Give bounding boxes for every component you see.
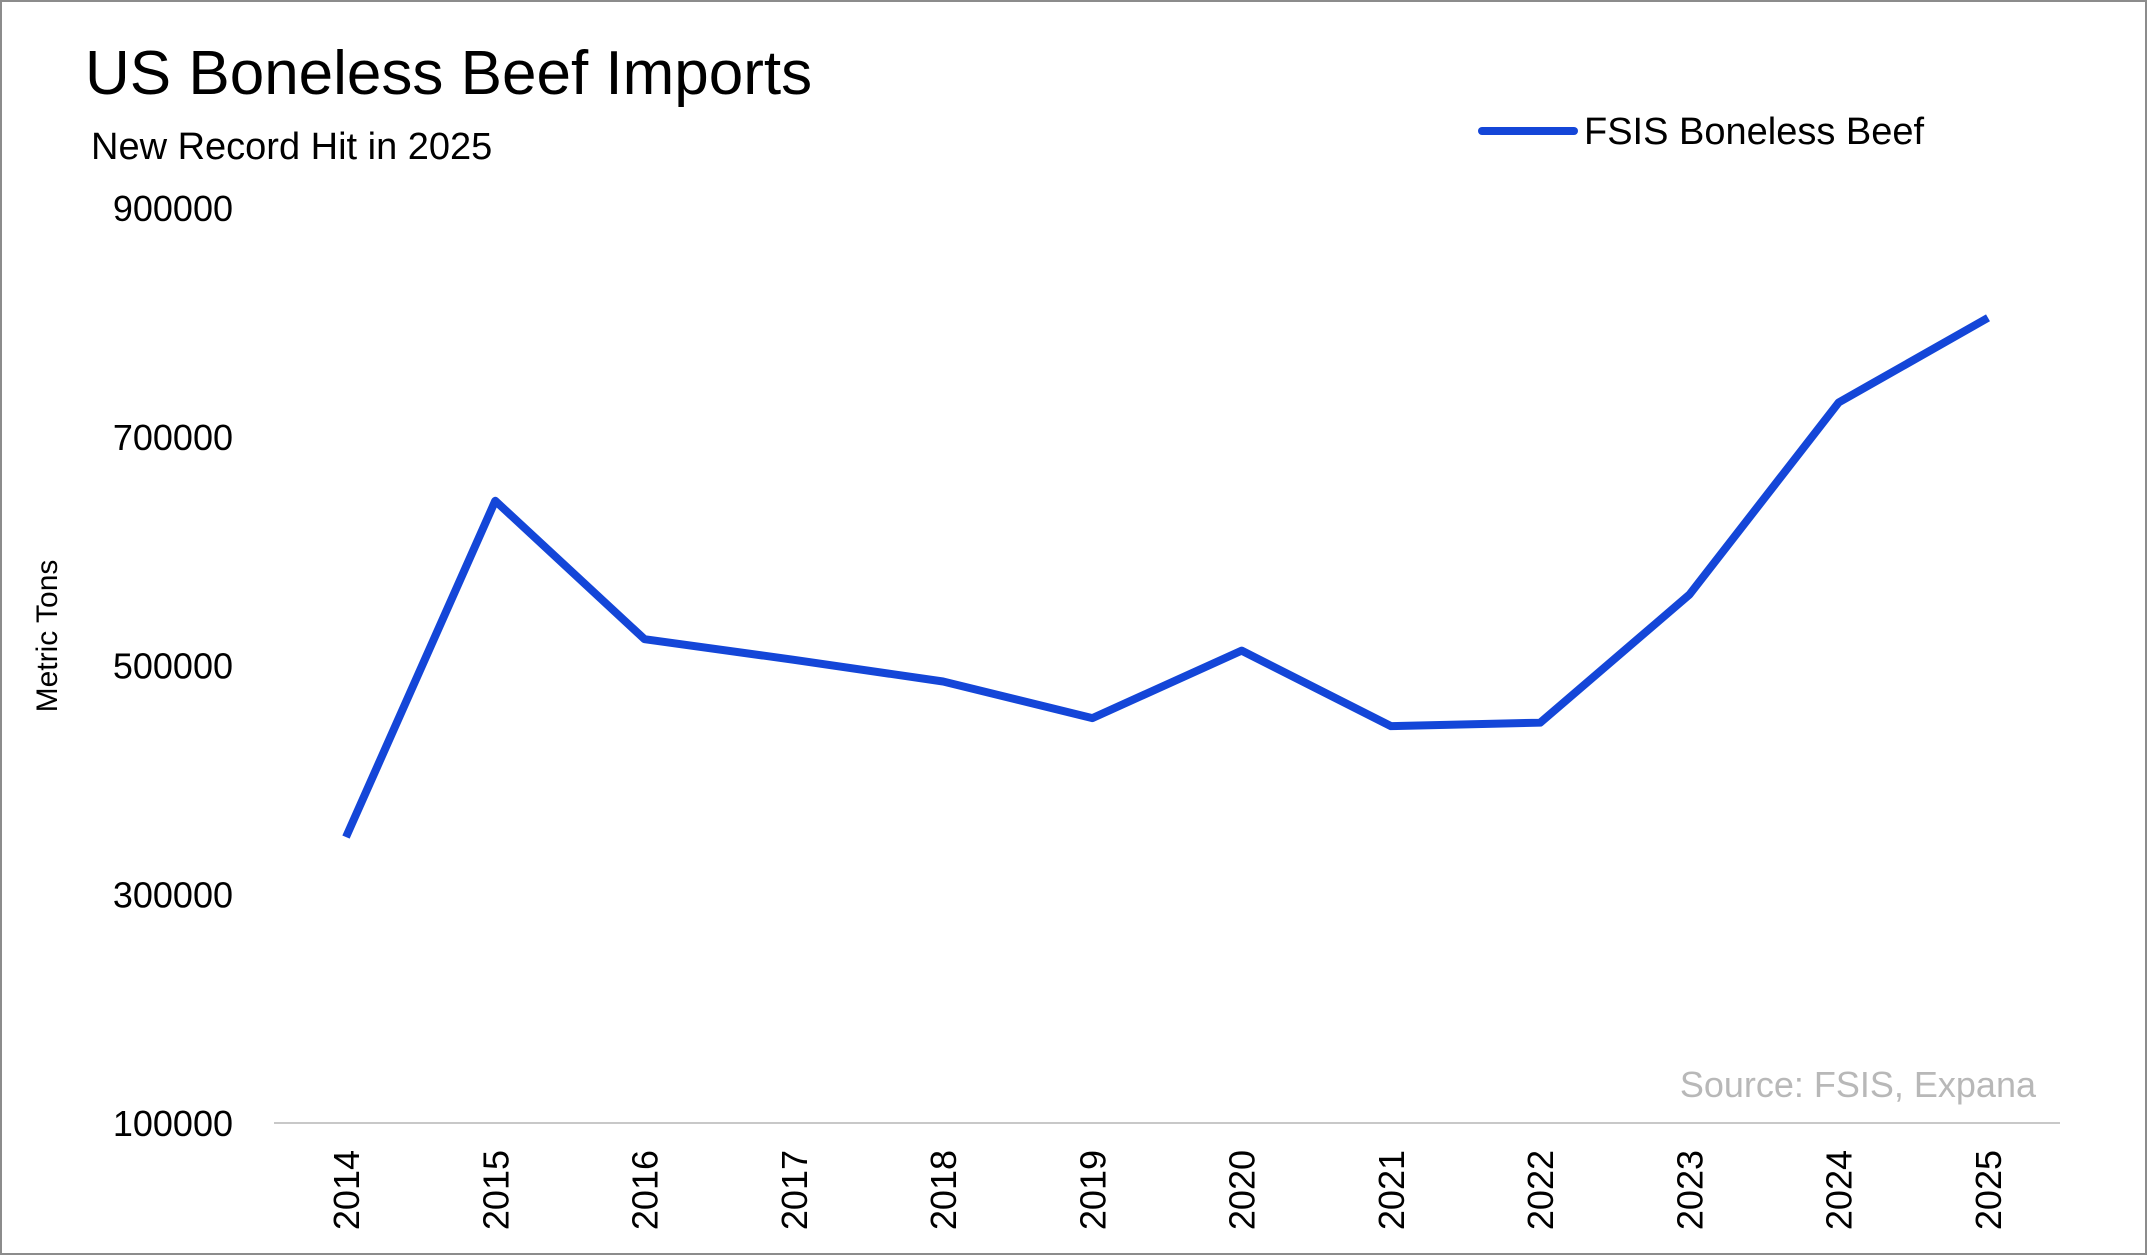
y-tick-label: 500000	[113, 646, 233, 687]
x-tick-label: 2021	[1371, 1150, 1412, 1230]
x-tick-label: 2023	[1669, 1150, 1710, 1230]
x-tick-label: 2015	[475, 1150, 516, 1230]
source-note: Source: FSIS, Expana	[1680, 1064, 2037, 1105]
x-tick-label: 2016	[625, 1150, 666, 1230]
legend: FSIS Boneless Beef	[1478, 111, 1925, 153]
y-tick-label: 900000	[113, 188, 233, 229]
chart-title: US Boneless Beef Imports	[85, 39, 812, 108]
chart-subtitle: New Record Hit in 2025	[91, 126, 492, 168]
x-tick-label: 2020	[1222, 1150, 1263, 1230]
x-tick-label: 2025	[1968, 1150, 2009, 1230]
series-line-fsis-boneless-beef	[342, 314, 1990, 839]
legend-label: FSIS Boneless Beef	[1584, 111, 1925, 153]
x-tick-label: 2024	[1819, 1150, 1860, 1230]
x-tick-label: 2017	[774, 1150, 815, 1230]
y-tick-label: 700000	[113, 417, 233, 458]
x-tick-label: 2014	[326, 1150, 367, 1230]
y-tick-label: 100000	[113, 1103, 233, 1144]
y-axis-label: Metric Tons	[31, 560, 64, 713]
x-tick-label: 2019	[1072, 1150, 1113, 1230]
y-tick-label: 300000	[113, 874, 233, 915]
x-tick-label: 2018	[923, 1150, 964, 1230]
x-tick-label: 2022	[1520, 1150, 1561, 1230]
